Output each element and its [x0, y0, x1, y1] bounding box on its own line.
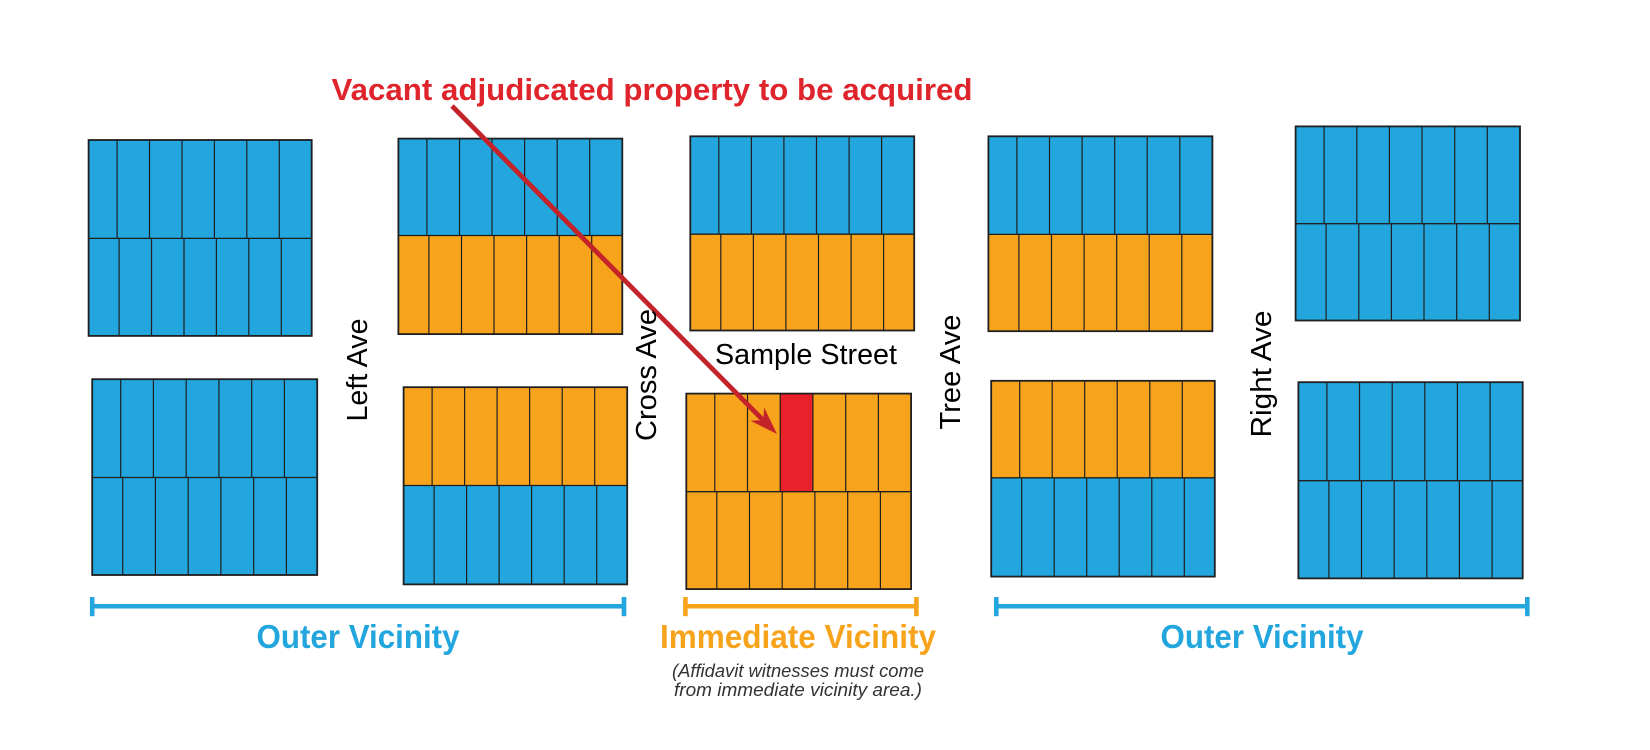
svg-text:Cross Ave: Cross Ave	[631, 309, 663, 441]
svg-text:Sample Street: Sample Street	[715, 339, 897, 371]
svg-text:from immediate vicinity area.): from immediate vicinity area.)	[674, 680, 922, 700]
svg-text:Outer Vicinity: Outer Vicinity	[1161, 618, 1365, 655]
svg-text:(Affidavit witnesses must come: (Affidavit witnesses must come	[672, 661, 924, 681]
svg-text:Outer Vicinity: Outer Vicinity	[257, 618, 461, 655]
svg-text:Right Ave: Right Ave	[1246, 311, 1278, 438]
svg-text:Immediate Vicinity: Immediate Vicinity	[660, 618, 937, 655]
svg-text:Tree Ave: Tree Ave	[935, 315, 967, 430]
svg-text:Left Ave: Left Ave	[342, 319, 374, 422]
svg-text:Vacant adjudicated property to: Vacant adjudicated property to be acquir…	[332, 72, 973, 107]
